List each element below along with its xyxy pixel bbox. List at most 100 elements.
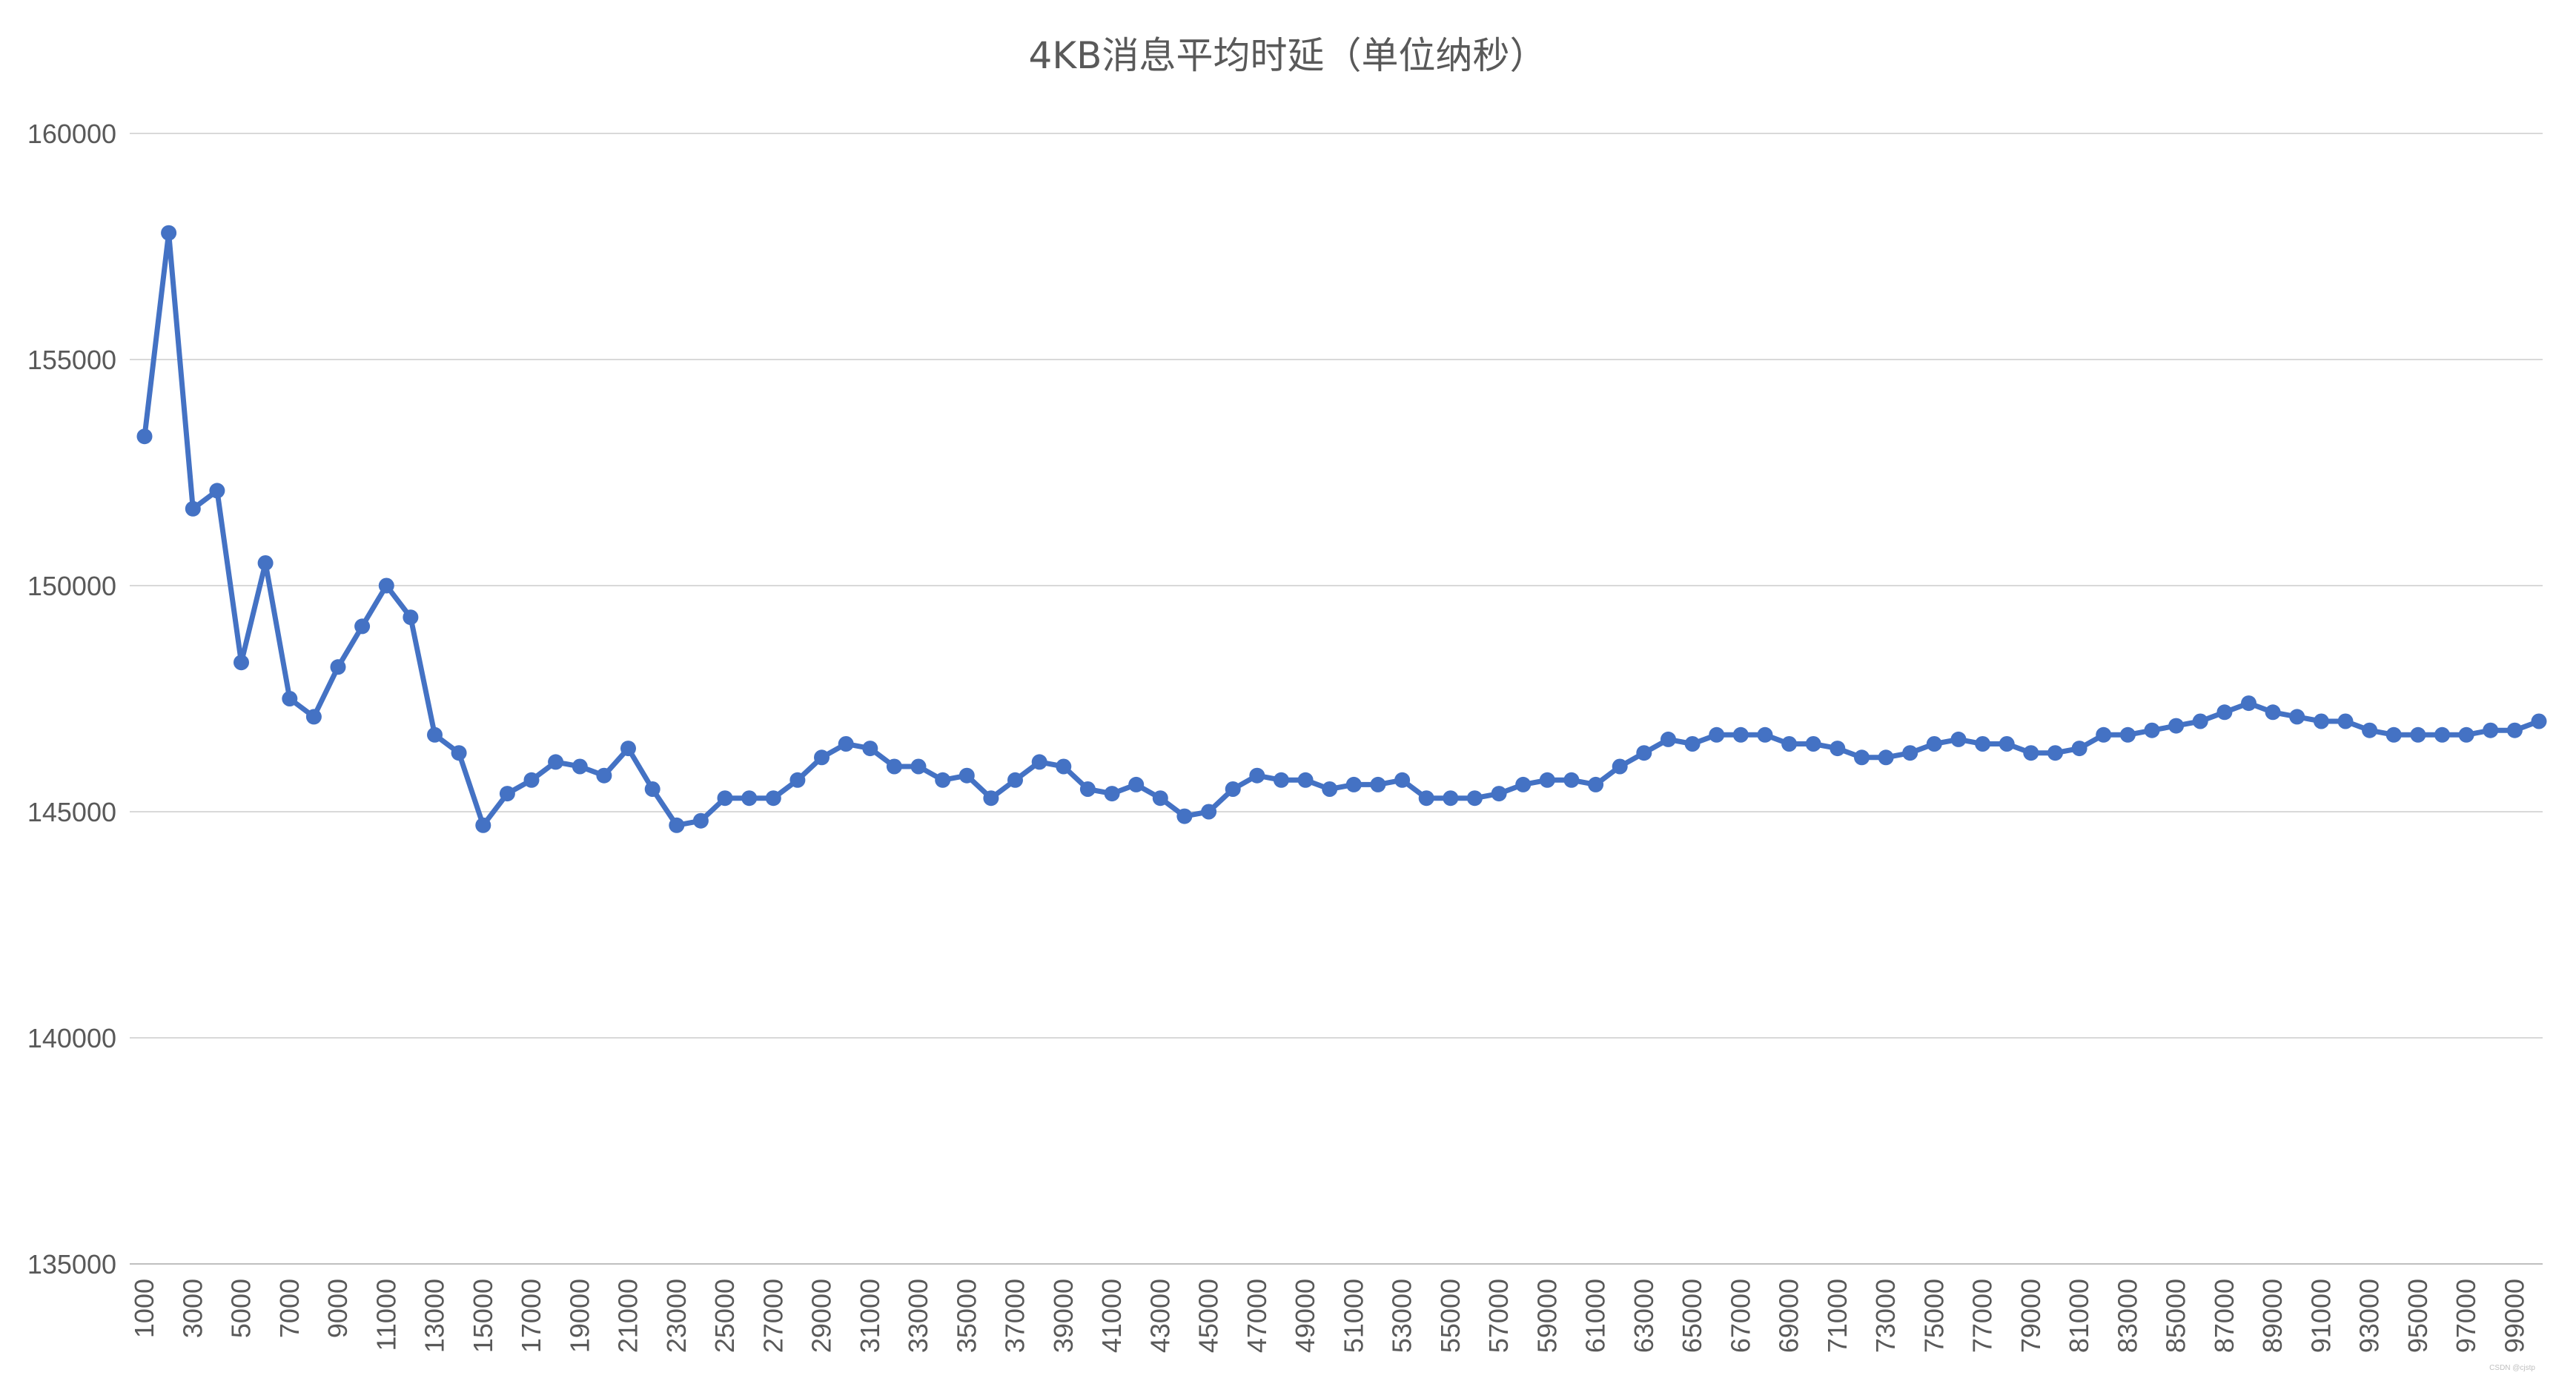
x-tick-label: 61000 [1580,1279,1611,1353]
data-point [2265,704,2281,721]
y-axis-ticks: 135000 140000 145000 150000 155000 160000 [27,119,116,1279]
data-point [1273,772,1289,788]
gridlines [130,133,2543,1265]
data-point [1491,786,1507,802]
data-point [1394,772,1411,788]
data-point [475,817,491,833]
x-tick-label: 41000 [1096,1279,1127,1353]
series-line [142,230,2542,828]
x-tick-label: 23000 [661,1279,692,1353]
data-point [2362,722,2378,738]
data-point [983,790,999,807]
x-tick-label: 19000 [564,1279,595,1353]
data-point [886,758,902,775]
data-point [2313,713,2329,729]
x-axis-ticks: 1000 3000 5000 7000 9000 11000 13000 15000 17000… [129,1279,2529,1353]
data-point [2023,745,2039,761]
data-point [1079,781,1096,797]
data-point [523,772,540,788]
x-tick-label: 25000 [709,1279,740,1353]
x-tick-label: 29000 [807,1279,837,1353]
x-tick-label: 39000 [1048,1279,1079,1353]
data-point [1854,749,1870,766]
x-tick-label: 5000 [226,1279,256,1338]
data-point [1902,745,1918,761]
data-point [1612,758,1628,775]
x-tick-label: 11000 [371,1279,401,1351]
data-point [2410,726,2426,743]
data-point [2047,745,2063,761]
x-tick-label: 71000 [1822,1279,1852,1353]
data-point [2506,722,2523,738]
data-point [1757,726,1773,743]
data-point [2096,726,2112,743]
x-tick-label: 89000 [2257,1279,2288,1353]
data-point [1636,745,1652,761]
data-point [403,609,419,626]
data-point [1056,758,1072,775]
data-point [2216,704,2233,721]
x-tick-label: 53000 [1387,1279,1417,1353]
data-point [2337,713,2354,729]
x-tick-label: 77000 [1967,1279,1998,1353]
data-point [862,741,878,757]
data-point [1926,736,1942,752]
x-tick-label: 75000 [1918,1279,1949,1353]
data-point [1201,804,1217,820]
x-tick-label: 65000 [1677,1279,1707,1353]
y-tick-label: 135000 [27,1249,116,1279]
data-point [2289,709,2305,725]
x-tick-label: 27000 [758,1279,788,1353]
x-tick-label: 73000 [1870,1279,1901,1353]
y-tick-label: 145000 [27,797,116,827]
data-point [1539,772,1555,788]
data-point [1563,772,1580,788]
data-point [330,659,346,675]
data-point [2483,722,2499,738]
data-point [2531,713,2547,729]
x-tick-label: 13000 [420,1279,450,1353]
data-point [1781,736,1798,752]
data-point [378,577,394,594]
data-point [1830,741,1846,757]
x-tick-label: 85000 [2161,1279,2191,1353]
data-point [136,428,153,445]
data-point [765,790,781,807]
x-tick-label: 79000 [2016,1279,2046,1353]
data-point [2192,713,2208,729]
data-point [1878,749,1894,766]
data-point [838,736,854,752]
data-point [1225,781,1241,797]
x-tick-label: 47000 [1242,1279,1272,1353]
data-point [1975,736,1991,752]
data-point [814,749,830,766]
x-tick-label: 99000 [2499,1279,2529,1353]
y-tick-label: 140000 [27,1023,116,1053]
data-point [354,618,371,635]
data-point [1684,736,1701,752]
data-point [669,817,685,833]
x-tick-label: 35000 [951,1279,981,1353]
data-point [1588,776,1604,792]
data-point [185,500,201,517]
x-tick-label: 21000 [613,1279,643,1353]
data-point [596,767,612,784]
data-point [1176,808,1193,824]
data-point [1661,731,1676,747]
x-tick-label: 87000 [2209,1279,2239,1353]
y-tick-label: 160000 [27,119,116,149]
x-tick-label: 51000 [1338,1279,1368,1353]
data-point [1466,790,1483,807]
x-tick-label: 45000 [1193,1279,1224,1353]
data-point [958,767,975,784]
x-tick-label: 9000 [322,1279,353,1338]
y-tick-label: 150000 [27,571,116,601]
x-tick-label: 55000 [1435,1279,1466,1353]
x-tick-label: 15000 [468,1279,498,1353]
data-point [499,786,515,802]
data-point [257,555,274,571]
x-tick-label: 43000 [1145,1279,1175,1353]
